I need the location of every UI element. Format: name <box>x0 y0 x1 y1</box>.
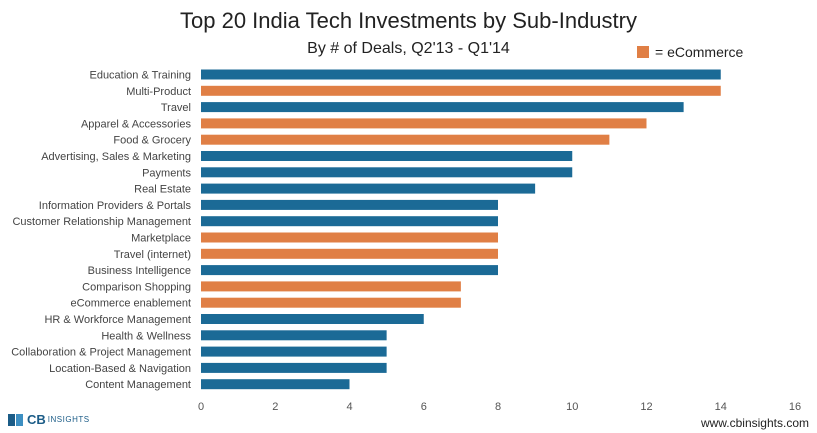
bar-18 <box>201 362 387 373</box>
category-label-2: Travel <box>161 102 191 114</box>
bar-4 <box>201 134 610 145</box>
x-tick-label-6: 12 <box>640 401 652 413</box>
legend-swatch-ecommerce <box>637 46 649 58</box>
category-label-6: Payments <box>142 167 191 179</box>
chart-title: Top 20 India Tech Investments by Sub-Ind… <box>180 8 637 33</box>
logo-text-cb: CB <box>27 412 46 427</box>
category-label-17: Collaboration & Project Management <box>11 347 191 359</box>
category-label-13: Comparison Shopping <box>82 281 191 293</box>
category-label-11: Travel (internet) <box>114 249 191 261</box>
bar-3 <box>201 118 647 129</box>
bar-14 <box>201 297 461 308</box>
category-label-0: Education & Training <box>89 70 191 82</box>
x-tick-label-7: 14 <box>715 401 727 413</box>
cb-insights-logo: CB INSIGHTS <box>8 412 90 427</box>
bar-16 <box>201 330 387 341</box>
bar-6 <box>201 167 573 178</box>
cb-logo-icon <box>8 413 24 426</box>
category-label-18: Location-Based & Navigation <box>49 363 191 375</box>
category-label-16: Health & Wellness <box>101 330 191 342</box>
category-label-4: Food & Grocery <box>113 135 191 147</box>
bar-7 <box>201 183 536 194</box>
legend: = eCommerce <box>637 44 743 60</box>
category-label-3: Apparel & Accessories <box>81 118 192 130</box>
bar-2 <box>201 102 684 113</box>
bar-5 <box>201 151 573 161</box>
bar-17 <box>201 346 387 357</box>
x-tick-label-1: 2 <box>272 401 278 413</box>
x-tick-label-8: 16 <box>789 401 801 413</box>
bar-13 <box>201 281 461 292</box>
bar-9 <box>201 216 498 227</box>
category-label-14: eCommerce enablement <box>71 298 191 310</box>
website-url: www.cbinsights.com <box>700 416 809 430</box>
chart-subtitle: By # of Deals, Q2'13 - Q1'14 <box>307 40 510 57</box>
x-tick-label-5: 10 <box>566 401 578 413</box>
x-tick-label-2: 4 <box>346 401 352 413</box>
x-tick-label-3: 6 <box>421 401 427 413</box>
bar-19 <box>201 379 350 390</box>
category-label-1: Multi-Product <box>126 86 191 98</box>
category-label-7: Real Estate <box>134 184 191 196</box>
bar-15 <box>201 314 424 324</box>
bar-11 <box>201 248 498 259</box>
bar-10 <box>201 232 498 243</box>
category-label-19: Content Management <box>85 379 191 391</box>
x-tick-label-0: 0 <box>198 401 204 413</box>
bar-1 <box>201 85 721 96</box>
category-label-15: HR & Workforce Management <box>44 314 191 326</box>
bar-12 <box>201 265 498 276</box>
legend-label-ecommerce: = eCommerce <box>655 44 744 60</box>
category-label-9: Customer Relationship Management <box>12 216 191 228</box>
category-label-10: Marketplace <box>131 233 191 245</box>
bar-8 <box>201 199 498 210</box>
x-tick-label-4: 8 <box>495 401 501 413</box>
category-label-5: Advertising, Sales & Marketing <box>41 151 191 163</box>
category-label-8: Information Providers & Portals <box>39 200 192 212</box>
category-label-12: Business Intelligence <box>88 265 191 277</box>
logo-text-insights: INSIGHTS <box>47 415 90 424</box>
bar-0 <box>201 69 721 80</box>
